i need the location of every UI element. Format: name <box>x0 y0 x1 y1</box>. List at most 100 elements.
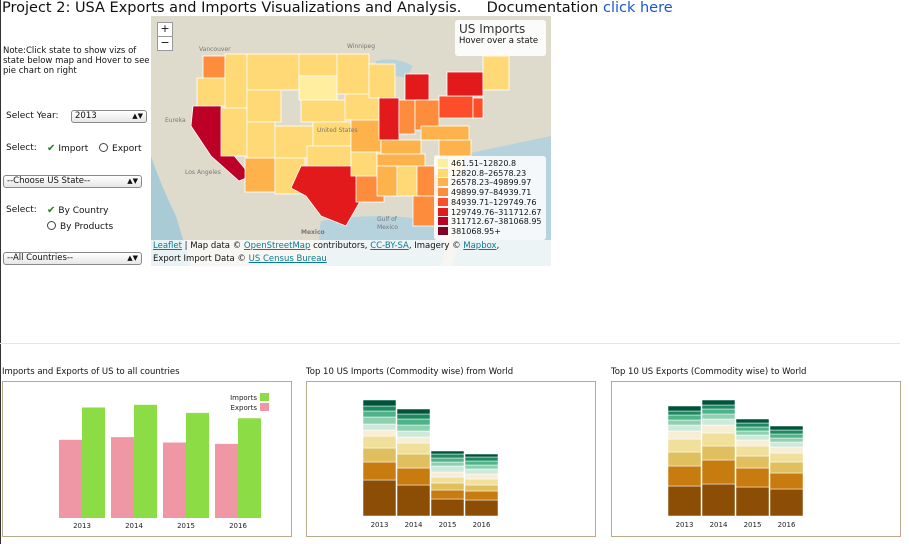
x-tick-label: 2013 <box>73 522 91 530</box>
stack-segment-2014 <box>701 445 736 461</box>
trade-type-group: ✔ Import Export <box>47 143 141 154</box>
stack-segment-2013 <box>667 451 702 467</box>
state-oregon[interactable] <box>196 77 228 107</box>
stack-segment-2015 <box>430 498 465 517</box>
x-tick-label: 2014 <box>405 521 423 529</box>
zoom-out-button[interactable]: − <box>157 36 173 51</box>
state-alabama[interactable] <box>396 165 418 197</box>
stack-segment-2016 <box>769 425 804 431</box>
bar-imports-2015 <box>186 412 209 518</box>
state-kansas[interactable] <box>312 121 352 147</box>
census-link[interactable]: US Census Bureau <box>248 254 327 264</box>
pacific-ocean <box>151 156 191 266</box>
state-south-dakota[interactable] <box>298 75 338 101</box>
chart3-title: Top 10 US Exports (Commodity wise) to Wo… <box>611 367 807 377</box>
chart3-panel: 2013 2014 2015 2016 <box>611 381 901 537</box>
state-north-dakota[interactable] <box>298 53 338 77</box>
place-label-eureka: Eureka <box>165 117 186 124</box>
country-select[interactable]: --All Countries-- ▲▼ <box>3 252 142 265</box>
state-florida[interactable] <box>412 195 436 227</box>
state-oklahoma[interactable] <box>306 145 352 167</box>
state-ohio[interactable] <box>414 99 440 131</box>
stack-segment-2014 <box>701 424 736 434</box>
legend-row: 461.51–12820.8 <box>438 159 542 169</box>
doc-label: Documentation <box>486 0 599 16</box>
state-pennsylvania[interactable] <box>438 95 474 119</box>
state-washington[interactable] <box>202 55 226 79</box>
state-north-carolina[interactable] <box>438 139 472 157</box>
page-title: Project 2: USA Exports and Imports Visua… <box>2 0 673 16</box>
place-label-winnipeg: Winnipeg <box>347 43 375 50</box>
state-nevada[interactable] <box>220 107 248 157</box>
legend-swatch <box>438 188 448 197</box>
state-minnesota[interactable] <box>336 53 370 95</box>
place-label-vancouver: Vancouver <box>199 46 231 53</box>
x-tick-label: 2016 <box>473 521 491 529</box>
trade-type-label: Select: <box>6 143 37 153</box>
export-option[interactable]: Export <box>112 144 142 154</box>
by-products-radio[interactable] <box>47 221 56 230</box>
state-indiana[interactable] <box>398 99 416 135</box>
attr-text: , Imagery © <box>408 241 464 251</box>
state-new-england[interactable] <box>482 55 510 91</box>
leaflet-link[interactable]: Leaflet <box>153 241 182 251</box>
state-utah[interactable] <box>246 121 276 159</box>
export-radio[interactable] <box>99 143 109 152</box>
chart2-svg: 2013 2014 2015 2016 <box>362 399 499 529</box>
state-arkansas[interactable] <box>350 151 378 177</box>
mapbox-link[interactable]: Mapbox <box>463 241 497 251</box>
stack-segment-2015 <box>735 422 770 428</box>
chart2-panel: 2013 2014 2015 2016 <box>306 381 596 537</box>
osm-link[interactable]: OpenStreetMap <box>243 241 311 251</box>
attr-text: contributors, <box>310 241 371 251</box>
state-illinois[interactable] <box>378 97 400 141</box>
documentation-link[interactable]: click here <box>602 0 673 16</box>
stack-segment-2016 <box>464 468 499 475</box>
state-tennessee[interactable] <box>376 153 426 167</box>
state-mississippi[interactable] <box>376 165 398 197</box>
left-border <box>0 0 1 544</box>
zoom-in-button[interactable]: + <box>157 22 173 37</box>
choropleth-map[interactable]: Vancouver Winnipeg Eureka United States … <box>151 16 551 266</box>
state-select[interactable]: --Choose US State-- ▲▼ <box>3 175 142 188</box>
x-tick-label: 2016 <box>229 522 247 530</box>
state-michigan[interactable] <box>404 73 430 101</box>
bar-imports-2014 <box>134 404 157 518</box>
legend-label: 311712.67–381068.95 <box>451 217 542 227</box>
state-new-york[interactable] <box>446 71 484 97</box>
by-products-option[interactable]: By Products <box>47 221 113 232</box>
import-option[interactable]: Import <box>58 144 89 154</box>
state-wisconsin[interactable] <box>368 63 396 99</box>
bar-imports-2013 <box>82 407 105 518</box>
place-label-mexico: Mexico <box>301 229 325 236</box>
checkmark-icon[interactable]: ✔ <box>47 143 56 154</box>
year-label: Select Year: <box>6 111 59 121</box>
state-idaho[interactable] <box>224 53 248 109</box>
x-tick-label: 2015 <box>177 522 195 530</box>
year-select[interactable]: 2013 ▲▼ <box>71 110 147 123</box>
legend-swatch <box>438 226 448 235</box>
stack-segment-2015 <box>735 467 770 488</box>
stack-segment-2016 <box>464 456 499 462</box>
x-tick-label: 2016 <box>778 521 796 529</box>
ccbysa-link[interactable]: CC-BY-SA <box>370 241 409 251</box>
by-products-label[interactable]: By Products <box>60 222 114 232</box>
country-select-value: --All Countries-- <box>7 253 74 263</box>
state-virginia[interactable] <box>420 125 470 141</box>
checkmark-icon[interactable]: ✔ <box>47 205 56 216</box>
state-montana[interactable] <box>246 53 300 91</box>
state-nebraska[interactable] <box>300 99 346 123</box>
state-missouri[interactable] <box>350 119 382 153</box>
stack-segment-2015 <box>430 482 465 491</box>
state-new-jersey[interactable] <box>472 97 484 119</box>
info-title: US Imports <box>459 22 526 36</box>
state-arizona[interactable] <box>244 157 276 193</box>
state-wyoming[interactable] <box>246 89 282 123</box>
by-country-option[interactable]: ✔ By Country <box>47 205 109 216</box>
state-kentucky[interactable] <box>380 139 422 155</box>
legend-row: 26578.23–49899.97 <box>438 178 542 188</box>
by-country-label[interactable]: By Country <box>58 206 109 216</box>
x-tick-label: 2015 <box>439 521 457 529</box>
map-canvas[interactable]: Vancouver Winnipeg Eureka United States … <box>151 16 551 266</box>
stack-segment-2014 <box>396 430 431 438</box>
